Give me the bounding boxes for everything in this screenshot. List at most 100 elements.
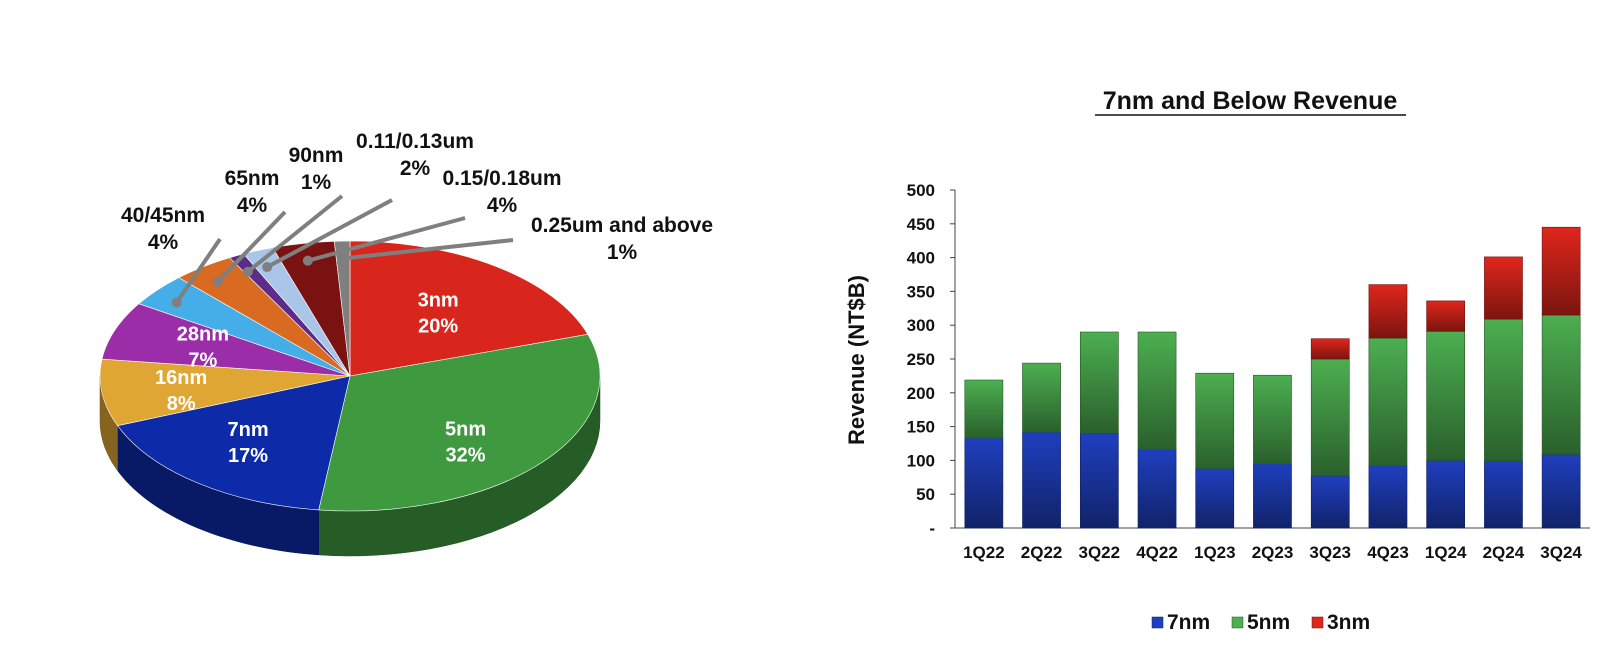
pie-label-0.15/0.18um: 0.15/0.18um [442, 167, 561, 190]
pie-slice-5nm [318, 333, 601, 512]
pie-label-3nm: 3nm [418, 289, 459, 311]
bar-5nm-3Q22 [1079, 331, 1119, 434]
pie-pct-40/45nm: 4% [148, 231, 179, 254]
bar-7nm-2Q22 [1022, 431, 1061, 529]
bar-5nm-4Q23 [1368, 337, 1408, 467]
pie-label-90nm: 90nm [289, 144, 344, 167]
bar-7nm-3Q23 [1310, 475, 1350, 529]
x-tick-label: 1Q22 [963, 543, 1005, 562]
bar-5nm-2Q24 [1484, 318, 1523, 462]
pie-label-7nm: 7nm [228, 419, 269, 441]
pie-pct-90nm: 1% [301, 171, 332, 194]
bar-3nm-1Q24 [1426, 300, 1465, 332]
pie-leader-65nm [216, 210, 287, 284]
y-ticks: - 50 100 150 200 250 300 350 400 450 500 [907, 181, 955, 538]
pie-label-0.25um and above: 0.25um and above [531, 214, 713, 237]
pie-label-65nm: 65nm [225, 167, 280, 190]
chart-title: 7nm and Below Revenue [1103, 87, 1398, 115]
x-tick-label: 2Q22 [1021, 543, 1063, 562]
pie-pct-7nm: 17% [228, 445, 268, 467]
bar-5nm-2Q22 [1022, 362, 1061, 433]
bar-5nm-1Q23 [1195, 372, 1235, 469]
bar-7nm-4Q22 [1137, 449, 1177, 529]
legend: 7nm 5nm 3nm [1151, 611, 1370, 634]
y-axis-label: Revenue (NT$B) [844, 275, 869, 445]
pie-pct-16nm: 8% [167, 393, 196, 415]
bar-7nm-1Q24 [1426, 460, 1465, 529]
x-tick-label: 3Q23 [1309, 543, 1351, 562]
pie-slice-0.25um and above [333, 240, 351, 377]
bar-5nm-3Q24 [1541, 314, 1581, 455]
pie-slice-7nm [117, 375, 351, 511]
pie-leader-dot-0.11/0.13um [262, 262, 273, 273]
legend-label-5nm: 5nm [1247, 611, 1290, 634]
pie-leader-dot-40/45nm [171, 297, 182, 308]
bar-5nm-1Q22 [964, 379, 1004, 439]
bar-5nm-2Q23 [1253, 374, 1292, 465]
pie-pct-3nm: 20% [418, 315, 458, 337]
pie-labels: 3nm 20% 5nm 32% 7nm 17% 16nm 8% 28nm 7% 40/45nm 4% 6… [121, 130, 713, 467]
y-tick-label: 150 [907, 418, 935, 437]
bars: 1Q22 2Q22 3Q22 4Q22 1Q23 2Q23 3Q23 4Q23 1Q24 2Q24… [963, 226, 1582, 562]
bar-5nm-4Q22 [1137, 331, 1177, 450]
pie-pct-0.25um and above: 1% [607, 241, 638, 264]
legend-label-3nm: 3nm [1327, 611, 1370, 634]
y-tick-label: - [929, 519, 935, 538]
pie-slices [99, 240, 601, 512]
pie-chart: 3nm 20% 5nm 32% 7nm 17% 16nm 8% 28nm 7% 40/45nm 4% 6… [99, 130, 713, 557]
bar-7nm-1Q23 [1195, 468, 1235, 529]
pie-leader-0.25um and above [342, 238, 514, 261]
bar-3nm-4Q23 [1368, 284, 1408, 339]
y-tick-label: 500 [907, 181, 935, 200]
y-tick-label: 400 [907, 249, 935, 268]
bar-7nm-4Q23 [1368, 465, 1408, 529]
pie-pct-65nm: 4% [237, 194, 268, 217]
x-tick-label: 3Q22 [1079, 543, 1121, 562]
bar-7nm-2Q24 [1484, 460, 1523, 529]
bar-7nm-3Q24 [1541, 453, 1581, 529]
bar-3nm-2Q24 [1484, 256, 1523, 320]
pie-leader-dot-90nm [242, 266, 253, 277]
y-tick-label: 450 [907, 215, 935, 234]
y-tick-label: 200 [907, 384, 935, 403]
pie-leader-90nm [246, 194, 344, 274]
pie-leader-dot-0.25um and above [337, 253, 348, 264]
bar-3nm-3Q24 [1541, 226, 1581, 316]
y-tick-label: 100 [907, 451, 935, 470]
pie-leader-dot-0.15/0.18um [302, 255, 313, 266]
pie-leader-0.15/0.18um [307, 216, 466, 263]
x-tick-label: 2Q24 [1483, 543, 1525, 562]
pie-label-5nm: 5nm [445, 419, 486, 441]
pie-slice-28nm [101, 303, 351, 377]
bar-7nm-2Q23 [1253, 463, 1292, 529]
legend-swatch-3nm [1311, 616, 1324, 629]
bar-chart: 7nm and Below Revenue Revenue (NT$B) - 50 10… [844, 87, 1590, 634]
pie-label-40/45nm: 40/45nm [121, 204, 205, 227]
legend-swatch-5nm [1231, 616, 1244, 629]
y-tick-label: 250 [907, 350, 935, 369]
legend-swatch-7nm [1151, 616, 1164, 629]
x-tick-label: 4Q22 [1136, 543, 1178, 562]
pie-leader-0.11/0.13um [266, 198, 393, 269]
bar-5nm-1Q24 [1426, 330, 1465, 461]
bar-3nm-3Q23 [1310, 338, 1350, 360]
pie-label-28nm: 28nm [177, 324, 229, 346]
bar-7nm-1Q22 [964, 437, 1004, 529]
x-tick-label: 3Q24 [1540, 543, 1582, 562]
pie-slice-16nm [99, 358, 351, 427]
pie-pct-0.11/0.13um: 2% [400, 157, 431, 180]
x-tick-label: 2Q23 [1252, 543, 1294, 562]
x-tick-label: 1Q23 [1194, 543, 1236, 562]
y-tick-label: 350 [907, 282, 935, 301]
x-tick-label: 1Q24 [1425, 543, 1467, 562]
bar-5nm-3Q23 [1310, 358, 1350, 477]
legend-label-7nm: 7nm [1167, 611, 1210, 634]
pie-label-0.11/0.13um: 0.11/0.13um [356, 130, 474, 153]
y-tick-label: 300 [907, 316, 935, 335]
pie-slice-3nm [349, 240, 589, 377]
x-tick-label: 4Q23 [1367, 543, 1409, 562]
pie-label-16nm: 16nm [155, 367, 207, 389]
y-tick-label: 50 [916, 485, 935, 504]
pie-leader-40/45nm [174, 237, 222, 304]
